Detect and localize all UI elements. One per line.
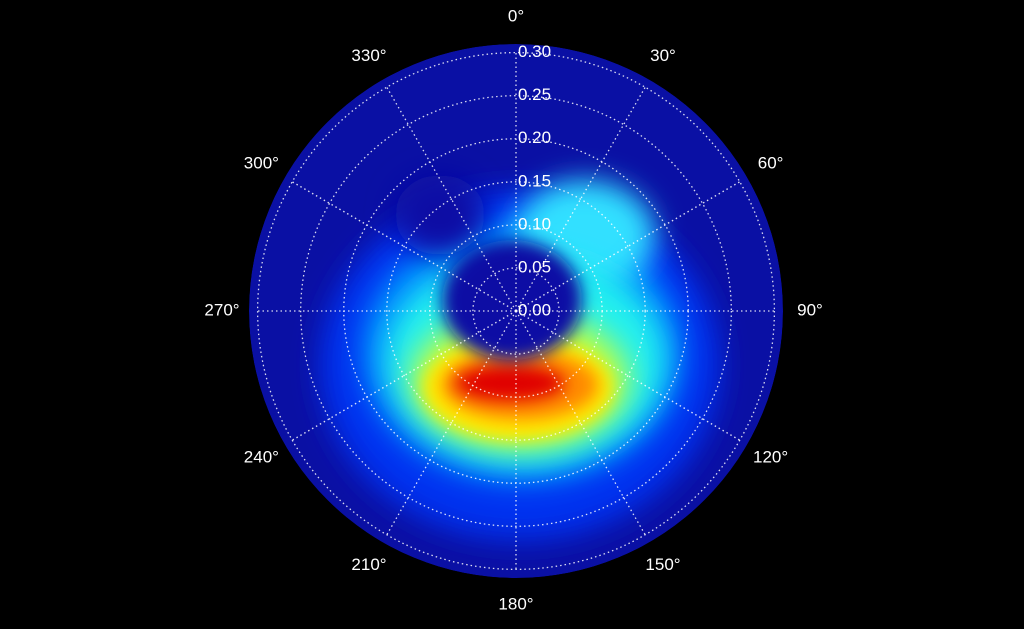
- theta-tick-label: 300°: [244, 153, 279, 172]
- contour-field: [249, 44, 783, 578]
- grid-circle: [472, 267, 560, 355]
- grid-circle: [300, 95, 732, 527]
- theta-tick-label: 0°: [508, 6, 524, 25]
- theta-tick-label: 210°: [351, 555, 386, 574]
- theta-tick-label: 30°: [650, 46, 676, 65]
- theta-tick-label: 240°: [244, 447, 279, 466]
- theta-tick-label: 150°: [645, 555, 680, 574]
- theta-tick-label: 60°: [758, 153, 784, 172]
- grid-circle: [256, 51, 776, 571]
- theta-tick-label: 270°: [204, 300, 239, 319]
- r-tick-label: 0.00: [518, 300, 551, 319]
- theta-tick-label: 120°: [753, 447, 788, 466]
- r-tick-label: 0.25: [518, 85, 551, 104]
- r-tick-label: 0.05: [518, 257, 551, 276]
- theta-tick-label: 90°: [797, 300, 823, 319]
- r-tick-label: 0.15: [518, 171, 551, 190]
- contour-level: [442, 240, 582, 360]
- theta-tick-label: 330°: [351, 46, 386, 65]
- polar-axes: 0° 30° 60° 90° 120° 150° 180° 210° 240° 270° 300° 3…: [204, 6, 822, 613]
- r-tick-label: 0.20: [518, 128, 551, 147]
- r-tick-label: 0.10: [518, 214, 551, 233]
- theta-tick-label: 180°: [498, 594, 533, 613]
- r-tick-label: 0.30: [518, 42, 551, 61]
- contour-level: [455, 365, 565, 401]
- grid-circle: [386, 181, 646, 441]
- contour-level: [395, 175, 485, 255]
